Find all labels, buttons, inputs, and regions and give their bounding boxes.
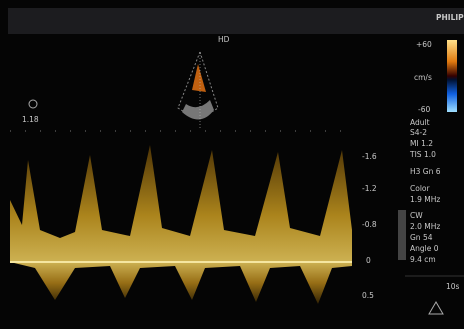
velocity-label: -1.2: [362, 184, 377, 193]
color-scale-top: +60: [416, 40, 432, 49]
background: [0, 0, 464, 329]
velocity-label: 0.5: [362, 291, 374, 300]
setting: 2.0 MHz: [410, 222, 440, 231]
screen: PHILIPS HD 1.18 -1.6 -1.2 -0.8 0 0.5 +60…: [0, 0, 464, 329]
setting: Adult: [410, 118, 430, 127]
sweep-speed: 10s: [446, 282, 460, 291]
setting: CW: [410, 211, 423, 220]
color-scale-unit: cm/s: [414, 73, 432, 82]
setting: 9.4 cm: [410, 255, 436, 264]
side-slider: [398, 210, 406, 260]
color-scale-bottom: -60: [418, 105, 430, 114]
setting: Angle 0: [410, 244, 439, 253]
setting: MI 1.2: [410, 139, 433, 148]
setting: H3 Gn 6: [410, 167, 441, 176]
setting: S4-2: [410, 128, 427, 137]
probe-label: HD: [218, 35, 230, 44]
brand: PHILIPS: [436, 13, 464, 22]
ultrasound-screen: PHILIPS HD 1.18 -1.6 -1.2 -0.8 0 0.5 +60…: [0, 0, 464, 329]
top-bar: [8, 8, 464, 34]
setting: Gn 54: [410, 233, 433, 242]
depth-marker: 1.18: [22, 115, 39, 124]
color-bar: [447, 40, 457, 112]
setting: Color: [410, 184, 430, 193]
setting: TIS 1.0: [409, 150, 436, 159]
velocity-label: -0.8: [362, 220, 377, 229]
velocity-label: 0: [366, 256, 371, 265]
setting: 1.9 MHz: [410, 195, 440, 204]
velocity-label: -1.6: [362, 152, 377, 161]
